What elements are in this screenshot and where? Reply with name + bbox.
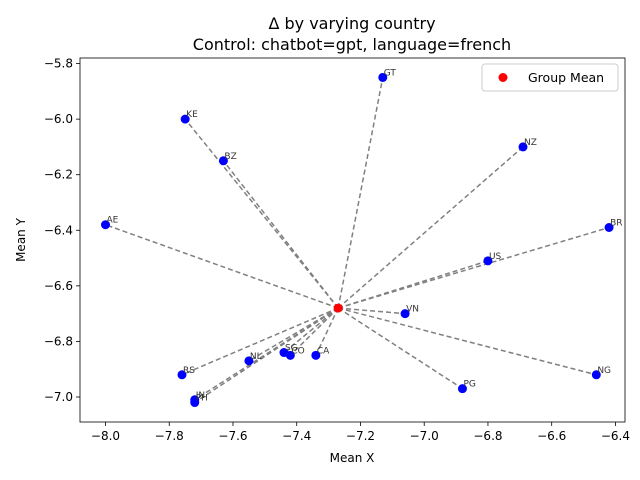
point-label-bz: BZ bbox=[224, 152, 236, 162]
plot-frame bbox=[79, 57, 626, 423]
connector-line-sg bbox=[283, 307, 339, 354]
point-label-ng: NG bbox=[597, 366, 611, 376]
point-label-co: CO bbox=[291, 346, 304, 356]
x-tick-label: −7.4 bbox=[282, 429, 311, 443]
point-pg bbox=[457, 384, 467, 394]
point-label-nl: NL bbox=[250, 352, 262, 362]
point-label-sg: SG bbox=[285, 344, 298, 354]
point-label-rs: RS bbox=[183, 366, 195, 376]
y-tick-label: −7.0 bbox=[44, 390, 73, 404]
point-label-br: BR bbox=[610, 218, 622, 228]
point-br bbox=[604, 222, 614, 232]
group-mean-point bbox=[333, 303, 343, 313]
connector-line-br bbox=[337, 226, 610, 309]
point-nz bbox=[518, 142, 528, 152]
point-co bbox=[285, 350, 295, 360]
y-tick-label: −6.6 bbox=[44, 279, 73, 293]
chart-title-line1: Δ by varying country bbox=[268, 14, 435, 33]
x-tick-label: −8.0 bbox=[91, 429, 120, 443]
x-tick-label: −6.4 bbox=[601, 429, 630, 443]
point-us bbox=[483, 256, 493, 266]
connector-line-co bbox=[289, 307, 339, 356]
x-tick-label: −7.6 bbox=[218, 429, 247, 443]
point-gt bbox=[378, 72, 388, 82]
point-label-vn: VN bbox=[406, 305, 419, 315]
y-axis-ticks: −5.8 −6.0 −6.2 −6.4 −6.6 −6.8 −7.0 bbox=[44, 57, 80, 404]
point-label-pg: PG bbox=[463, 380, 475, 390]
point-rs bbox=[177, 370, 187, 380]
y-tick-label: −5.8 bbox=[44, 57, 73, 71]
connector-line-ca bbox=[315, 307, 339, 356]
connector-line-nz bbox=[337, 146, 524, 309]
y-tick-label: −6.2 bbox=[44, 168, 73, 182]
x-tick-label: −7.2 bbox=[346, 429, 375, 443]
point-label-ke: KE bbox=[186, 110, 198, 120]
x-tick-label: −7.8 bbox=[155, 429, 184, 443]
connector-line-rs bbox=[181, 307, 339, 376]
x-tick-label: −6.8 bbox=[473, 429, 502, 443]
x-tick-label: −6.6 bbox=[537, 429, 566, 443]
point-vn bbox=[400, 309, 410, 319]
x-axis-label: Mean X bbox=[330, 451, 375, 465]
legend: Group Mean bbox=[481, 63, 619, 92]
point-ng bbox=[591, 370, 601, 380]
connector-line-vn bbox=[338, 307, 406, 315]
chart-title-line2: Control: chatbot=gpt, language=french bbox=[193, 35, 511, 54]
point-label-gt: GT bbox=[384, 68, 397, 78]
point-label-in: IN bbox=[196, 391, 205, 401]
connector-line-ke bbox=[184, 118, 339, 309]
legend-marker bbox=[498, 73, 508, 82]
connector-line-ae bbox=[105, 224, 339, 309]
point-nl bbox=[244, 356, 254, 366]
y-axis-label: Mean Y bbox=[14, 217, 28, 262]
x-tick-label: −7.0 bbox=[410, 429, 439, 443]
point-label-ph: PH bbox=[196, 394, 208, 404]
y-tick-label: −6.8 bbox=[44, 334, 73, 348]
connector-line-us bbox=[337, 260, 489, 309]
connector-line-bz bbox=[222, 160, 339, 309]
x-axis-ticks: −8.0 −7.8 −7.6 −7.4 −7.2 −7.0 −6.8 −6.6 −6.4 bbox=[91, 422, 630, 443]
data-points bbox=[100, 72, 614, 408]
connector-line-ng bbox=[337, 307, 597, 376]
connector-lines bbox=[105, 77, 610, 404]
point-ph bbox=[190, 398, 200, 408]
point-label-us: US bbox=[489, 252, 502, 262]
point-ke bbox=[180, 114, 190, 124]
y-tick-label: −6.0 bbox=[44, 112, 73, 126]
point-bz bbox=[218, 156, 228, 166]
legend-box bbox=[481, 63, 619, 92]
point-ca bbox=[311, 350, 321, 360]
connector-line-pg bbox=[337, 307, 463, 390]
point-label-nz: NZ bbox=[524, 138, 537, 148]
connector-line-ph bbox=[194, 307, 339, 404]
point-label-ae: AE bbox=[106, 216, 118, 226]
legend-label: Group Mean bbox=[528, 70, 604, 85]
point-label-ca: CA bbox=[317, 346, 330, 356]
point-ae bbox=[100, 220, 110, 230]
y-tick-label: −6.4 bbox=[44, 223, 73, 237]
connector-line-gt bbox=[337, 77, 384, 309]
